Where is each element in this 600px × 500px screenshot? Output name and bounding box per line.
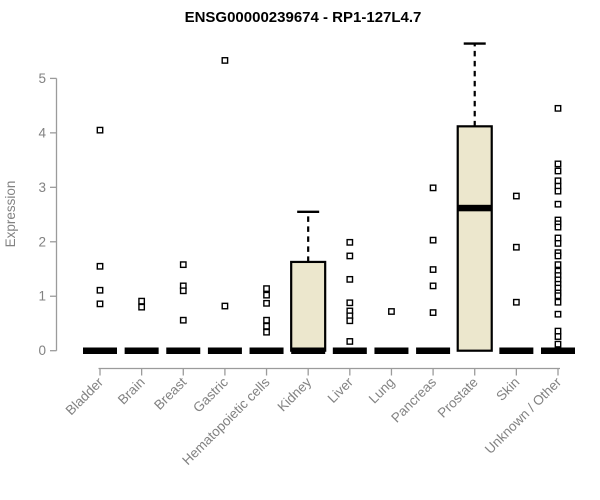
outlier-point <box>429 282 437 290</box>
outlier-point <box>138 297 146 305</box>
outlier-point <box>429 309 437 316</box>
median-line <box>166 347 201 354</box>
x-category-label-brain: Brain <box>115 375 148 408</box>
outlier-point <box>554 200 562 208</box>
outlier-point <box>554 160 562 168</box>
outlier-point <box>346 275 354 283</box>
box-rect <box>290 260 327 352</box>
outlier-point <box>263 285 270 293</box>
box-group-hematopoietic-cells <box>249 285 284 354</box>
y-axis: 0 1 2 3 4 5 <box>38 71 58 358</box>
outlier-point <box>554 177 562 185</box>
box-group-prostate <box>456 42 493 352</box>
x-category-label-liver: Liver <box>325 374 357 406</box>
y-tick-label: 0 <box>38 343 46 358</box>
x-category-label-pancreas: Pancreas <box>388 374 439 425</box>
box-group-lung <box>374 308 409 354</box>
outlier-point <box>263 328 270 336</box>
outlier-point <box>221 302 229 310</box>
outlier-point <box>554 310 562 318</box>
x-category-label-unknown-other: Unknown / Other <box>482 374 565 457</box>
outlier-point <box>179 316 187 324</box>
box-group-kidney <box>290 210 327 354</box>
box-group-breast <box>166 261 201 354</box>
median-line <box>457 204 492 212</box>
outlier-point <box>554 340 562 348</box>
outlier-point <box>554 167 562 175</box>
box-group-liver <box>332 238 367 354</box>
outlier-point <box>512 243 520 251</box>
outlier-point <box>554 223 562 231</box>
outlier-point <box>263 322 270 330</box>
outlier-point <box>554 333 562 340</box>
outlier-point <box>554 187 562 195</box>
chart-title: ENSG00000239674 - RP1-127L4.7 <box>185 9 422 26</box>
outlier-point <box>429 236 437 244</box>
x-category-label-lung: Lung <box>366 375 398 407</box>
outlier-point <box>554 240 562 247</box>
median-line <box>540 347 575 354</box>
outlier-point <box>554 327 562 335</box>
outlier-point <box>179 287 187 295</box>
box-rect <box>456 125 493 352</box>
outlier-point <box>554 252 562 260</box>
outlier-point <box>346 317 354 325</box>
median-line <box>124 347 159 354</box>
median-line <box>207 347 242 354</box>
outlier-point <box>263 291 270 299</box>
box-group-brain <box>124 297 159 354</box>
outlier-point <box>263 316 270 324</box>
y-tick-label: 2 <box>38 234 46 249</box>
median-line <box>249 347 284 354</box>
outlier-point <box>554 298 562 306</box>
outlier-point <box>554 104 562 112</box>
y-tick-label: 4 <box>38 125 46 140</box>
outlier-point <box>96 262 104 270</box>
outlier-point <box>346 338 354 345</box>
outlier-point <box>96 286 104 294</box>
outlier-point <box>554 292 562 300</box>
outlier-point <box>346 238 354 246</box>
outlier-point <box>96 300 104 308</box>
outlier-point <box>554 261 562 269</box>
outlier-point <box>429 266 437 273</box>
median-line <box>83 347 117 354</box>
outlier-point <box>512 192 520 200</box>
y-tick-label: 1 <box>38 289 46 304</box>
outlier-point <box>221 57 229 64</box>
x-category-label-breast: Breast <box>151 374 189 412</box>
outlier-point <box>512 298 520 306</box>
box-group-gastric <box>207 57 242 354</box>
x-category-label-kidney: Kidney <box>275 374 315 414</box>
outlier-point <box>179 261 187 269</box>
box-group-pancreas <box>416 184 451 354</box>
box-group-skin <box>499 192 534 354</box>
outlier-point <box>346 299 354 307</box>
median-line <box>291 347 326 354</box>
median-line <box>332 347 367 354</box>
outlier-point <box>96 126 104 134</box>
outlier-point <box>263 299 270 307</box>
x-category-label-skin: Skin <box>493 375 522 404</box>
outlier-point <box>554 234 562 242</box>
box-group-bladder <box>83 126 117 354</box>
y-tick-label: 3 <box>38 180 46 195</box>
median-line <box>416 347 451 354</box>
y-tick-label: 5 <box>38 71 46 86</box>
outlier-point <box>346 252 354 260</box>
outlier-point <box>138 303 146 311</box>
x-category-label-bladder: Bladder <box>63 374 107 418</box>
y-axis-title: Expression <box>3 181 18 248</box>
x-category-label-gastric: Gastric <box>190 374 231 415</box>
outlier-point <box>429 184 437 192</box>
median-line <box>499 347 534 354</box>
box-group-unknown-other <box>540 104 575 354</box>
x-category-label-prostate: Prostate <box>435 375 481 421</box>
outlier-point <box>388 308 395 315</box>
median-line <box>374 347 409 354</box>
plot-area: 0 1 2 3 4 5 Bladder Brain Breast GastricHematopoi… <box>38 42 575 468</box>
